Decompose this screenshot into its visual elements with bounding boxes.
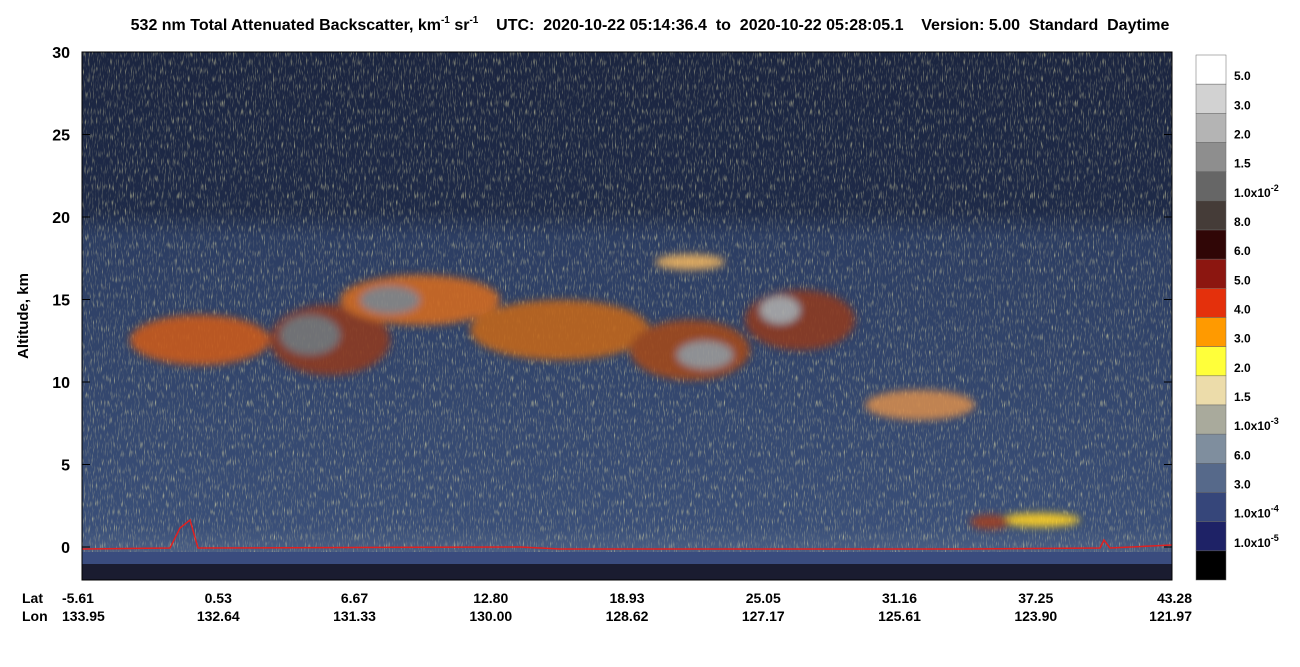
x-tick-label: 6.67 [341,590,368,606]
colorbar-label: 1.0x10-3 [1234,416,1279,433]
x-row-name: Lat [22,590,43,606]
colorbar-label-text: 4.0 [1234,303,1251,317]
colorbar-label: 2.0 [1234,128,1251,142]
title-version: Version: 5.00 Standard Daytime [921,17,1169,34]
colorbar-swatch [1195,317,1227,347]
colorbar-swatch [1195,492,1227,522]
colorbar-swatch [1195,375,1227,406]
colorbar-label-text: 5.0 [1234,69,1251,83]
colorbar-label-exp: -3 [1271,416,1279,426]
colorbar-label-exp: -2 [1271,183,1279,193]
x-tick-label: 123.90 [1014,608,1057,624]
colorbar-label: 2.0 [1234,361,1251,375]
colorbar-swatch [1195,113,1227,143]
colorbar-swatch [1195,288,1227,318]
title-exp: -1 [469,15,478,26]
colorbar-swatch [1195,346,1227,377]
y-tick-label: 20 [52,210,70,227]
colorbar-label-text: 3.0 [1234,478,1251,492]
colorbar-swatch [1195,171,1227,202]
x-tick-label: 133.95 [62,608,105,624]
x-tick-label: 125.61 [878,608,921,624]
colorbar-label-exp: -5 [1271,533,1279,543]
colorbar-label-text: 5.0 [1234,273,1251,287]
title-main: 532 nm Total Attenuated Backscatter, km [131,17,441,34]
colorbar-label: 3.0 [1234,332,1251,346]
colorbar-label-text: 1.5 [1234,157,1251,171]
colorbar-label: 1.5 [1234,390,1251,404]
colorbar-label-text: 2.0 [1234,361,1251,375]
x-tick-label: 131.33 [333,608,376,624]
x-tick-label: -5.61 [62,590,94,606]
colorbar-label-text: 1.5 [1234,390,1251,404]
colorbar-label: 1.0x10-4 [1234,504,1279,521]
colorbar-label: 3.0 [1234,98,1251,112]
colorbar-label-text: 3.0 [1234,332,1251,346]
colorbar-swatch [1195,463,1227,493]
colorbar-swatch [1195,142,1227,172]
colorbar-swatch [1195,433,1227,464]
colorbar-label-text: 8.0 [1234,215,1251,229]
colorbar-label: 1.0x10-5 [1234,533,1279,550]
x-tick-label: 0.53 [205,590,232,606]
y-tick-label: 10 [52,375,70,392]
x-tick-label: 43.28 [1157,590,1192,606]
x-tick-label: 130.00 [469,608,512,624]
title-utc: UTC: 2020-10-22 05:14:36.4 to 2020-10-22… [496,17,903,34]
colorbar-label-text: 6.0 [1234,244,1251,258]
colorbar-label-text: 1.0x10 [1234,507,1271,521]
colorbar-label: 8.0 [1234,215,1251,229]
colorbar-label-text: 3.0 [1234,98,1251,112]
x-tick-label: 25.05 [746,590,781,606]
x-tick-label: 132.64 [197,608,240,624]
colorbar-label-text: 1.0x10 [1234,419,1271,433]
x-tick-label: 12.80 [473,590,508,606]
colorbar-swatch [1195,550,1227,581]
y-tick-label: 5 [61,458,70,475]
colorbar-label: 5.0 [1234,69,1251,83]
colorbar-label: 4.0 [1234,303,1251,317]
plot-frame [81,51,1173,581]
x-tick-label: 31.16 [882,590,917,606]
colorbar-swatch [1195,200,1227,231]
y-axis-label: Altitude, km [15,273,32,359]
x-tick-label: 37.25 [1018,590,1053,606]
x-row-name: Lon [22,608,48,624]
title-unit: sr [450,17,470,34]
colorbar-label-text: 6.0 [1234,448,1251,462]
colorbar-swatch [1195,258,1227,289]
x-tick-label: 121.97 [1149,608,1192,624]
colorbar-label: 5.0 [1234,273,1251,287]
colorbar-label-text: 1.0x10 [1234,186,1271,200]
y-tick-label: 30 [52,45,70,62]
backscatter-image [81,52,1173,580]
colorbar-swatch [1195,404,1227,435]
colorbar-label-text: 1.0x10 [1234,536,1271,550]
title-exp: -1 [441,15,450,26]
colorbar-label-exp: -4 [1271,504,1279,514]
x-tick-label: 127.17 [742,608,785,624]
y-tick-label: 25 [52,128,70,145]
colorbar-swatch [1195,521,1227,552]
colorbar-label-text: 2.0 [1234,128,1251,142]
colorbar-label: 6.0 [1234,448,1251,462]
colorbar-label: 6.0 [1234,244,1251,258]
y-tick-label: 0 [61,540,70,557]
colorbar-swatch [1195,54,1227,85]
y-tick-label: 15 [52,293,70,310]
colorbar-swatch [1195,83,1227,114]
x-tick-label: 128.62 [606,608,649,624]
colorbar-label: 3.0 [1234,478,1251,492]
colorbar-label: 1.5 [1234,157,1251,171]
x-tick-label: 18.93 [609,590,644,606]
colorbar-label: 1.0x10-2 [1234,183,1279,200]
colorbar-swatch [1195,229,1227,260]
chart-title: 532 nm Total Attenuated Backscatter, km-… [131,15,1170,34]
